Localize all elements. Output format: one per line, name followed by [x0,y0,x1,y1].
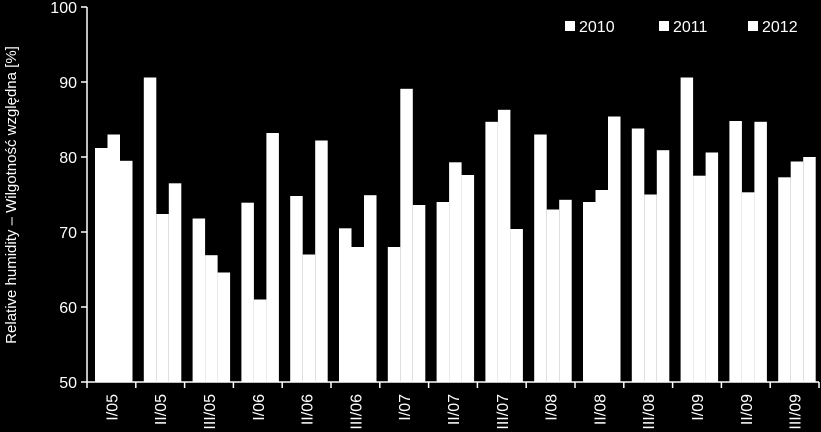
y-tick-label-60: 60 [59,300,77,317]
legend-swatch-2012 [748,21,758,31]
bar-2012-II-06 [315,140,328,382]
bar-2012-II-07 [461,175,475,382]
x-tick-label-I-06: I/06 [251,394,268,421]
bar-2011-II-06 [302,254,316,382]
bar-2011-II-08 [595,190,608,382]
x-tick-label-II-07: II/07 [446,394,463,425]
legend-label-2010: 2010 [579,19,615,36]
bar-2012-II-08 [608,116,621,382]
x-tick-label-II-09: II/09 [739,394,756,425]
x-tick-label-II-05: II/05 [153,394,170,425]
bar-2012-III-06 [364,195,377,382]
bar-2010-I-09 [680,77,694,382]
x-tick-label-I-09: I/09 [690,394,707,421]
bar-2010-III-09 [778,177,791,382]
x-tick-label-III-09: III/09 [788,394,805,430]
bar-2012-I-09 [705,152,719,382]
bar-2011-III-07 [497,109,511,383]
x-tick-label-III-08: III/08 [641,394,658,430]
x-tick-label-III-05: III/05 [202,394,219,430]
legend-swatch-2011 [659,21,669,31]
bar-2011-III-06 [351,247,364,382]
bar-2011-I-06 [253,299,267,382]
x-tick-label-I-08: I/08 [544,394,561,421]
bar-2010-I-08 [534,134,547,382]
bar-2010-II-05 [143,77,157,382]
bar-2011-I-09 [693,175,706,382]
bar-2012-I-06 [266,133,279,382]
y-tick-label-90: 90 [59,75,77,92]
bar-2011-II-09 [741,192,755,382]
bar-2012-I-07 [412,205,426,382]
legend-label-2012: 2012 [762,19,798,36]
x-tick-label-III-06: III/06 [348,394,365,430]
bar-2010-II-09 [729,121,742,382]
bar-2010-I-05 [95,148,108,382]
bar-2010-II-07 [436,202,450,382]
bar-2011-III-05 [205,255,218,382]
bar-2010-I-07 [387,247,401,382]
legend-swatch-2010 [565,21,575,31]
bar-2011-III-08 [644,194,657,382]
bar-2012-III-08 [656,150,670,382]
x-tick-label-III-07: III/07 [495,394,512,430]
bar-2010-III-05 [192,218,206,382]
y-tick-label-100: 100 [50,0,77,17]
bar-2012-III-09 [803,157,816,382]
bar-2012-I-08 [559,199,572,382]
y-axis-title: Relative humidity – Wilgotność względna … [3,46,20,344]
bar-2012-I-05 [120,160,133,383]
bar-2010-III-06 [339,228,352,383]
bar-2011-II-07 [449,162,462,383]
x-tick-label-I-07: I/07 [397,394,414,421]
bar-2011-III-09 [790,161,804,382]
bar-2011-II-05 [156,214,169,382]
bar-2011-I-08 [546,209,560,382]
bar-2012-III-05 [217,272,231,382]
bar-2011-I-07 [400,88,413,383]
legend-label-2011: 2011 [673,19,708,36]
x-tick-label-II-06: II/06 [300,394,317,425]
y-tick-label-50: 50 [59,375,77,392]
bar-2010-II-06 [290,196,303,382]
bar-2012-II-05 [168,183,182,383]
bar-2012-III-07 [510,229,523,382]
x-tick-label-II-08: II/08 [592,394,609,425]
bar-2010-III-07 [485,121,498,383]
x-tick-label-I-05: I/05 [104,394,121,421]
bar-2010-II-08 [583,202,596,382]
plot-area: 50 60 70 80 90 100 I/05 II/05 III/05 I/06 II/06 III… [50,0,820,430]
bar-2012-II-09 [754,121,767,383]
y-tick-label-80: 80 [59,150,77,167]
bar-2010-III-08 [631,128,645,382]
bar-2011-I-05 [107,134,120,382]
y-tick-label-70: 70 [59,225,77,242]
bar-2010-I-06 [241,202,254,382]
